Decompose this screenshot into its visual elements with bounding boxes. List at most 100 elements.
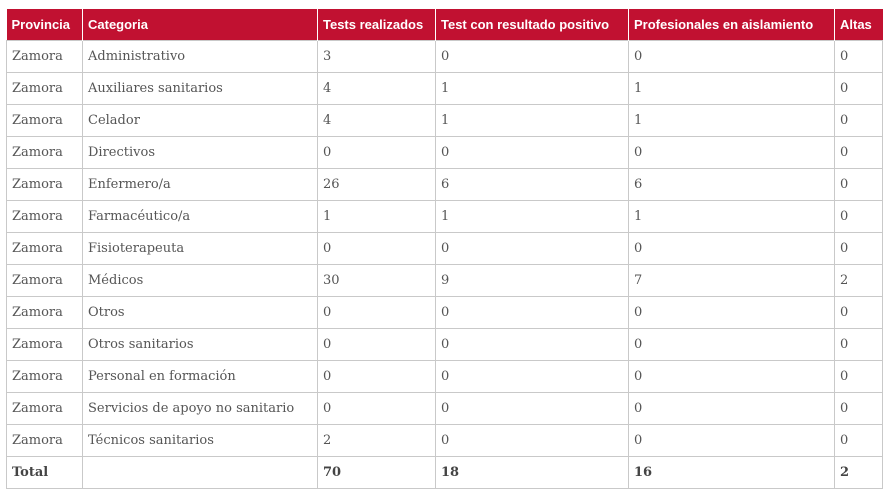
table-row: Zamora Auxiliares sanitarios 4 1 1 0 bbox=[6, 72, 883, 105]
cell-provincia: Zamora bbox=[6, 360, 83, 393]
cell-provincia: Zamora bbox=[6, 40, 83, 73]
cell-categoria: Administrativo bbox=[82, 40, 318, 73]
cell-aislamiento: 7 bbox=[628, 264, 835, 297]
cell-provincia: Zamora bbox=[6, 296, 83, 329]
cell-positivo: 0 bbox=[435, 360, 629, 393]
cell-tests: 30 bbox=[317, 264, 436, 297]
cell-altas: 2 bbox=[834, 264, 883, 297]
cell-positivo: 1 bbox=[435, 72, 629, 105]
cell-provincia: Zamora bbox=[6, 232, 83, 265]
table-row: Zamora Médicos 30 9 7 2 bbox=[6, 264, 883, 297]
cell-tests: 0 bbox=[317, 328, 436, 361]
total-cell-tests: 70 bbox=[317, 456, 436, 489]
cell-provincia: Zamora bbox=[6, 424, 83, 457]
cell-aislamiento: 1 bbox=[628, 72, 835, 105]
cell-provincia: Zamora bbox=[6, 200, 83, 233]
header-tests-realizados: Tests realizados bbox=[317, 9, 436, 41]
total-cell-aislamiento: 16 bbox=[628, 456, 835, 489]
cell-categoria: Otros sanitarios bbox=[82, 328, 318, 361]
cell-positivo: 0 bbox=[435, 424, 629, 457]
professionals-table: Provincia Categoria Tests realizados Tes… bbox=[6, 9, 883, 489]
header-test-positivo: Test con resultado positivo bbox=[435, 9, 629, 41]
cell-positivo: 1 bbox=[435, 104, 629, 137]
cell-tests: 0 bbox=[317, 136, 436, 169]
total-cell-altas: 2 bbox=[834, 456, 883, 489]
header-categoria: Categoria bbox=[82, 9, 318, 41]
cell-altas: 0 bbox=[834, 136, 883, 169]
cell-tests: 2 bbox=[317, 424, 436, 457]
cell-tests: 0 bbox=[317, 360, 436, 393]
header-altas: Altas bbox=[834, 9, 883, 41]
cell-altas: 0 bbox=[834, 392, 883, 425]
cell-positivo: 0 bbox=[435, 40, 629, 73]
table-row: Zamora Directivos 0 0 0 0 bbox=[6, 136, 883, 169]
cell-positivo: 0 bbox=[435, 296, 629, 329]
cell-aislamiento: 1 bbox=[628, 200, 835, 233]
cell-altas: 0 bbox=[834, 168, 883, 201]
cell-categoria: Otros bbox=[82, 296, 318, 329]
cell-categoria: Fisioterapeuta bbox=[82, 232, 318, 265]
cell-altas: 0 bbox=[834, 72, 883, 105]
cell-tests: 4 bbox=[317, 72, 436, 105]
cell-provincia: Zamora bbox=[6, 136, 83, 169]
table-row: Zamora Otros sanitarios 0 0 0 0 bbox=[6, 328, 883, 361]
cell-tests: 3 bbox=[317, 40, 436, 73]
cell-categoria: Farmacéutico/a bbox=[82, 200, 318, 233]
cell-provincia: Zamora bbox=[6, 328, 83, 361]
total-cell-categoria bbox=[82, 456, 318, 489]
cell-altas: 0 bbox=[834, 328, 883, 361]
cell-categoria: Técnicos sanitarios bbox=[82, 424, 318, 457]
total-cell-provincia: Total bbox=[6, 456, 83, 489]
cell-tests: 26 bbox=[317, 168, 436, 201]
table-row: Zamora Enfermero/a 26 6 6 0 bbox=[6, 168, 883, 201]
table-row: Zamora Farmacéutico/a 1 1 1 0 bbox=[6, 200, 883, 233]
cell-altas: 0 bbox=[834, 296, 883, 329]
cell-aislamiento: 0 bbox=[628, 392, 835, 425]
cell-categoria: Directivos bbox=[82, 136, 318, 169]
table-body: Zamora Administrativo 3 0 0 0 Zamora Auxiliares… bbox=[6, 40, 883, 489]
table-row: Zamora Administrativo 3 0 0 0 bbox=[6, 40, 883, 73]
cell-tests: 4 bbox=[317, 104, 436, 137]
total-cell-positivo: 18 bbox=[435, 456, 629, 489]
cell-categoria: Enfermero/a bbox=[82, 168, 318, 201]
cell-aislamiento: 0 bbox=[628, 296, 835, 329]
cell-altas: 0 bbox=[834, 232, 883, 265]
cell-altas: 0 bbox=[834, 424, 883, 457]
table-row: Zamora Celador 4 1 1 0 bbox=[6, 104, 883, 137]
cell-aislamiento: 0 bbox=[628, 360, 835, 393]
table-header: Provincia Categoria Tests realizados Tes… bbox=[6, 9, 883, 41]
cell-provincia: Zamora bbox=[6, 104, 83, 137]
table-row: Zamora Técnicos sanitarios 2 0 0 0 bbox=[6, 424, 883, 457]
total-row: Total 70 18 16 2 bbox=[6, 456, 883, 489]
cell-aislamiento: 0 bbox=[628, 40, 835, 73]
cell-aislamiento: 0 bbox=[628, 424, 835, 457]
cell-tests: 1 bbox=[317, 200, 436, 233]
cell-altas: 0 bbox=[834, 360, 883, 393]
cell-aislamiento: 1 bbox=[628, 104, 835, 137]
cell-altas: 0 bbox=[834, 40, 883, 73]
cell-altas: 0 bbox=[834, 104, 883, 137]
header-row: Provincia Categoria Tests realizados Tes… bbox=[6, 9, 883, 41]
cell-tests: 0 bbox=[317, 232, 436, 265]
header-provincia: Provincia bbox=[6, 9, 83, 41]
cell-aislamiento: 6 bbox=[628, 168, 835, 201]
cell-aislamiento: 0 bbox=[628, 136, 835, 169]
cell-aislamiento: 0 bbox=[628, 232, 835, 265]
cell-positivo: 0 bbox=[435, 328, 629, 361]
header-profesionales-aislamiento: Profesionales en aislamiento bbox=[628, 9, 835, 41]
cell-tests: 0 bbox=[317, 392, 436, 425]
cell-altas: 0 bbox=[834, 200, 883, 233]
table-row: Zamora Servicios de apoyo no sanitario 0 0 0… bbox=[6, 392, 883, 425]
cell-categoria: Médicos bbox=[82, 264, 318, 297]
cell-positivo: 0 bbox=[435, 136, 629, 169]
cell-tests: 0 bbox=[317, 296, 436, 329]
cell-positivo: 0 bbox=[435, 232, 629, 265]
cell-categoria: Auxiliares sanitarios bbox=[82, 72, 318, 105]
table-row: Zamora Otros 0 0 0 0 bbox=[6, 296, 883, 329]
cell-positivo: 9 bbox=[435, 264, 629, 297]
cell-categoria: Celador bbox=[82, 104, 318, 137]
cell-provincia: Zamora bbox=[6, 392, 83, 425]
cell-provincia: Zamora bbox=[6, 168, 83, 201]
cell-positivo: 6 bbox=[435, 168, 629, 201]
cell-categoria: Servicios de apoyo no sanitario bbox=[82, 392, 318, 425]
